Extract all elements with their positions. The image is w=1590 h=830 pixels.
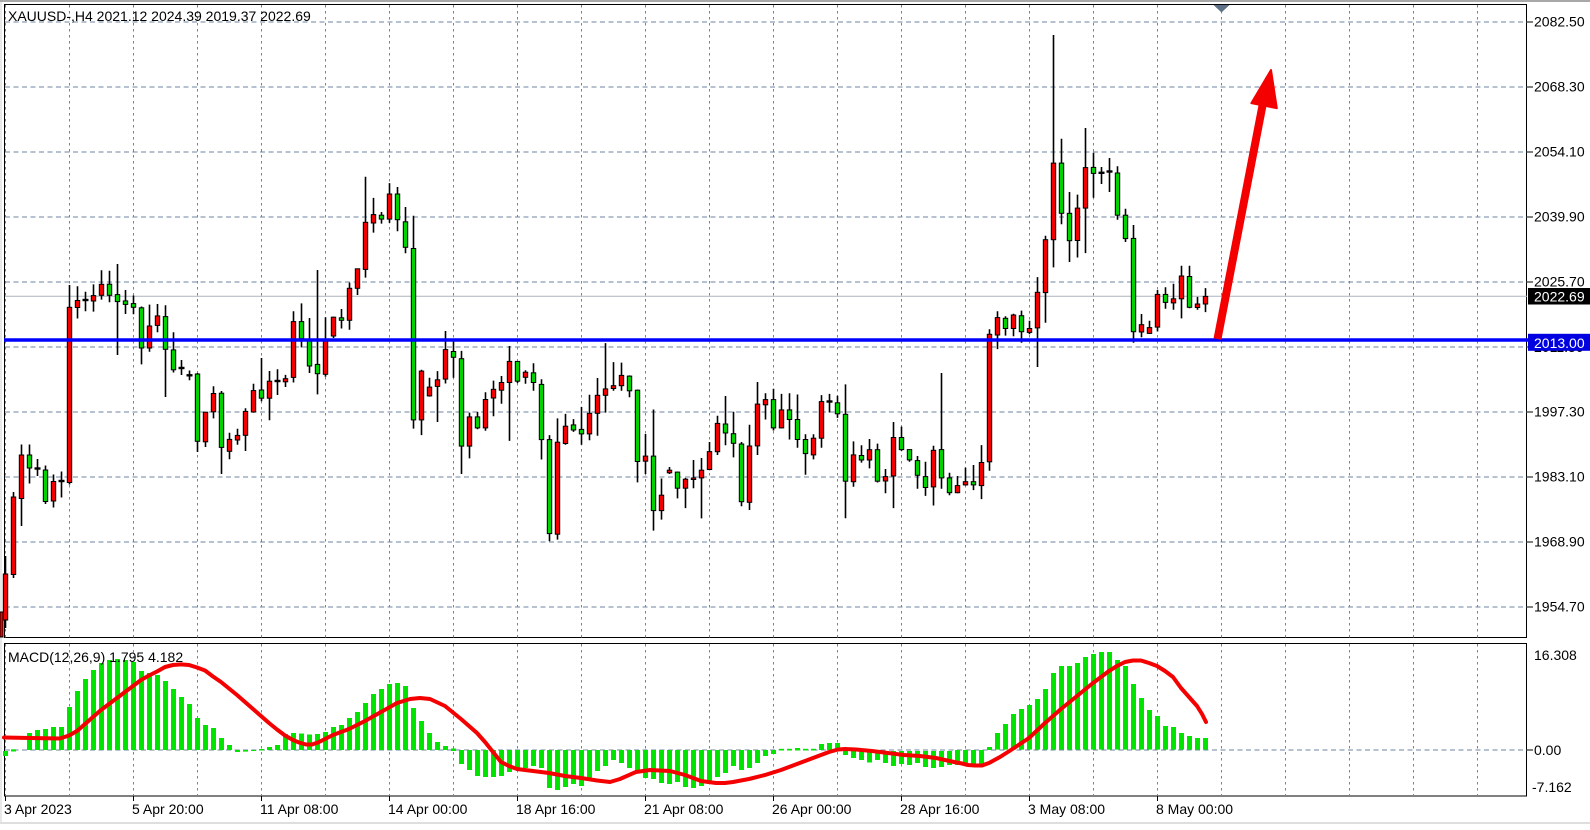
svg-text:0.00: 0.00: [1534, 742, 1561, 758]
svg-text:11 Apr 08:00: 11 Apr 08:00: [260, 801, 339, 817]
svg-text:14 Apr 00:00: 14 Apr 00:00: [388, 801, 468, 817]
svg-text:2022.69: 2022.69: [1534, 289, 1585, 305]
svg-text:-7.162: -7.162: [1532, 779, 1572, 795]
svg-text:1968.90: 1968.90: [1534, 534, 1585, 550]
svg-text:3 May 08:00: 3 May 08:00: [1028, 801, 1105, 817]
svg-text:8 May 00:00: 8 May 00:00: [1156, 801, 1233, 817]
svg-text:26 Apr 00:00: 26 Apr 00:00: [772, 801, 852, 817]
svg-text:1983.10: 1983.10: [1534, 469, 1585, 485]
svg-text:2025.70: 2025.70: [1534, 274, 1585, 290]
svg-text:2039.90: 2039.90: [1534, 209, 1585, 225]
svg-text:16.308: 16.308: [1534, 647, 1577, 663]
svg-text:1997.30: 1997.30: [1534, 404, 1585, 420]
svg-text:28 Apr 16:00: 28 Apr 16:00: [900, 801, 980, 817]
svg-text:2068.30: 2068.30: [1534, 79, 1585, 95]
svg-text:3 Apr 2023: 3 Apr 2023: [4, 801, 72, 817]
svg-text:XAUUSD-,H4 2021.12 2024.39 20: XAUUSD-,H4 2021.12 2024.39 2019.37 2022.…: [8, 8, 311, 24]
svg-text:21 Apr 08:00: 21 Apr 08:00: [644, 801, 724, 817]
svg-text:5 Apr 20:00: 5 Apr 20:00: [132, 801, 204, 817]
svg-text:1954.70: 1954.70: [1534, 599, 1585, 615]
svg-text:2082.50: 2082.50: [1534, 14, 1585, 30]
svg-text:MACD(12,26,9) 1.795 4.182: MACD(12,26,9) 1.795 4.182: [8, 649, 183, 665]
svg-text:18 Apr 16:00: 18 Apr 16:00: [516, 801, 596, 817]
svg-text:2013.00: 2013.00: [1534, 335, 1585, 351]
svg-text:2054.10: 2054.10: [1534, 144, 1585, 160]
